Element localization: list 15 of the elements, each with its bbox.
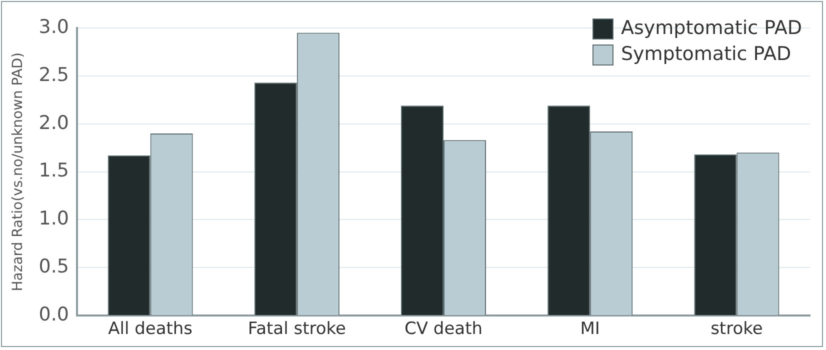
y-tick-label: 2.5 xyxy=(38,64,70,86)
legend-label: Symptomatic PAD xyxy=(620,42,792,65)
y-tick-label: 0.0 xyxy=(38,304,70,326)
x-tick-label: stroke xyxy=(710,319,763,340)
x-tick-label: All deaths xyxy=(108,319,193,340)
y-tick-label: 1.0 xyxy=(38,208,70,230)
y-tick-label: 0.5 xyxy=(38,256,70,278)
y-tick-label: 3.0 xyxy=(38,16,70,38)
y-tick-label: 1.5 xyxy=(38,160,70,182)
legend-label: Asymptomatic PAD xyxy=(620,16,802,39)
x-tick-label: MI xyxy=(580,319,600,340)
x-tick-label: CV death xyxy=(404,319,483,340)
y-tick-label: 2.0 xyxy=(38,112,70,134)
x-tick-label: Fatal stroke xyxy=(248,319,346,340)
y-axis-title: Hazard Ratio(vs.no/unknown PAD) xyxy=(10,52,26,292)
